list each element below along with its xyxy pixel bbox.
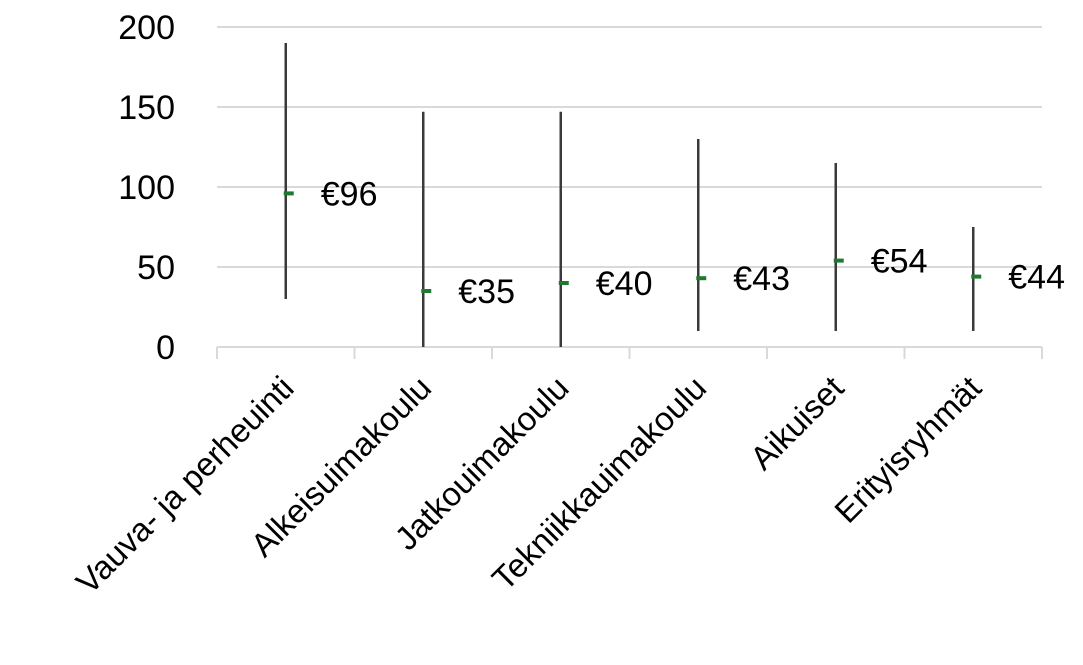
y-tick-label: 150 [118,89,175,127]
data-label: €40 [596,265,653,303]
y-tick-label: 200 [118,9,175,47]
data-label: €43 [733,260,790,298]
data-label: €35 [458,273,515,311]
y-tick-label: 100 [118,169,175,207]
category-label: Erityisryhmät [827,369,988,530]
category-label: Aikuiset [743,369,851,477]
data-label: €44 [1008,259,1065,297]
data-label: €54 [871,243,928,281]
category-label: Vauva- ja perheuinti [69,369,301,601]
y-tick-label: 0 [156,329,175,367]
data-label: €96 [321,175,378,213]
y-tick-label: 50 [137,249,175,287]
